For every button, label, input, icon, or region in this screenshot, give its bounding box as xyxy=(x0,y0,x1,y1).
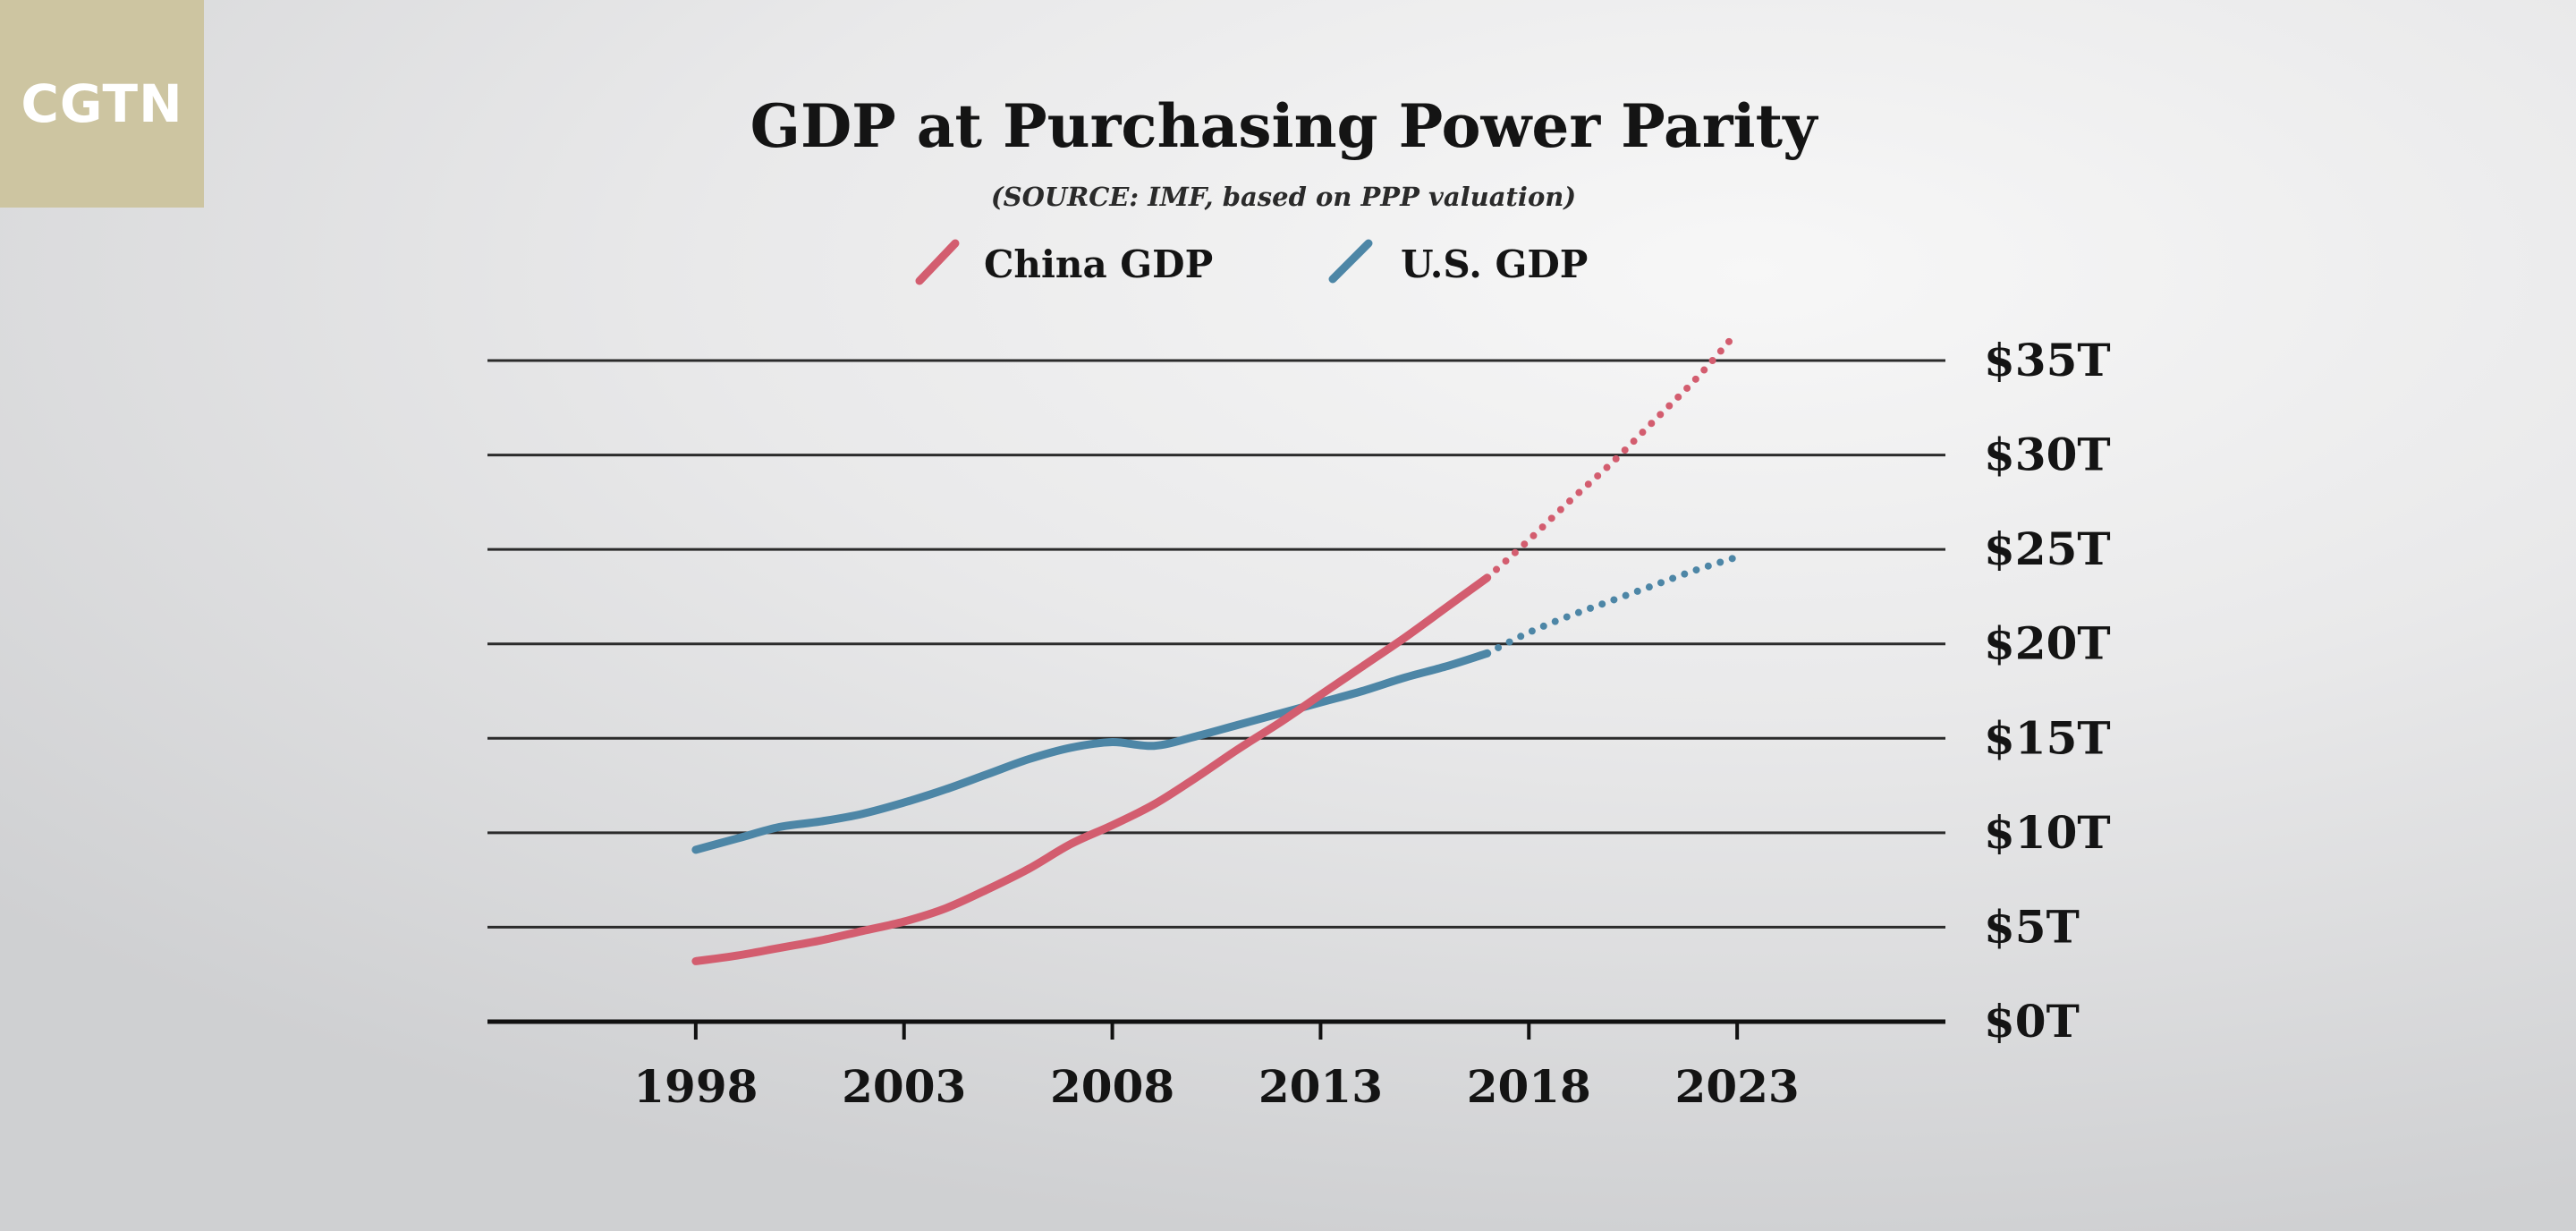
chart-title: GDP at Purchasing Power Parity xyxy=(750,91,1818,161)
y-tick-label: $5T xyxy=(1984,900,2080,953)
x-tick-label: 2023 xyxy=(1675,1060,1800,1113)
y-tick-label: $0T xyxy=(1984,995,2080,1048)
x-tick-label: 2013 xyxy=(1258,1060,1383,1113)
legend-us-label: U.S. GDP xyxy=(1401,242,1588,286)
logo-text: CGTN xyxy=(21,73,183,134)
grid-lines xyxy=(487,359,1945,929)
y-tick-label: $10T xyxy=(1984,806,2111,859)
legend-china-label: China GDP xyxy=(984,242,1213,286)
legend-us-swatch xyxy=(1328,239,1373,284)
x-tick-label: 2003 xyxy=(842,1060,966,1113)
x-tick-label: 2008 xyxy=(1050,1060,1174,1113)
x-tick-label: 1998 xyxy=(633,1060,758,1113)
legend: China GDP U.S. GDP xyxy=(915,239,1588,286)
series-lines xyxy=(691,328,1741,965)
y-tick-label: $15T xyxy=(1984,711,2111,764)
y-tick-label: $35T xyxy=(1984,334,2111,386)
x-axis xyxy=(487,1019,1945,1040)
y-tick-labels: $0T $5T $10T $15T $20T $25T $30T $35T xyxy=(1984,334,2111,1048)
cgtn-logo: CGTN xyxy=(0,0,204,208)
x-tick-label: 2018 xyxy=(1467,1060,1591,1113)
y-tick-label: $30T xyxy=(1984,429,2111,481)
legend-china-swatch xyxy=(915,239,960,285)
x-tick-labels: 1998 2003 2008 2013 2018 2023 xyxy=(633,1060,1799,1113)
china-gdp-projected-line xyxy=(1483,328,1741,582)
us-gdp-line xyxy=(691,649,1492,854)
y-tick-label: $25T xyxy=(1984,522,2111,575)
china-gdp-line xyxy=(691,573,1492,965)
y-tick-label: $20T xyxy=(1984,617,2111,670)
chart-subtitle: (SOURCE: IMF, based on PPP valuation) xyxy=(991,182,1576,212)
us-gdp-projected-line xyxy=(1483,553,1741,658)
